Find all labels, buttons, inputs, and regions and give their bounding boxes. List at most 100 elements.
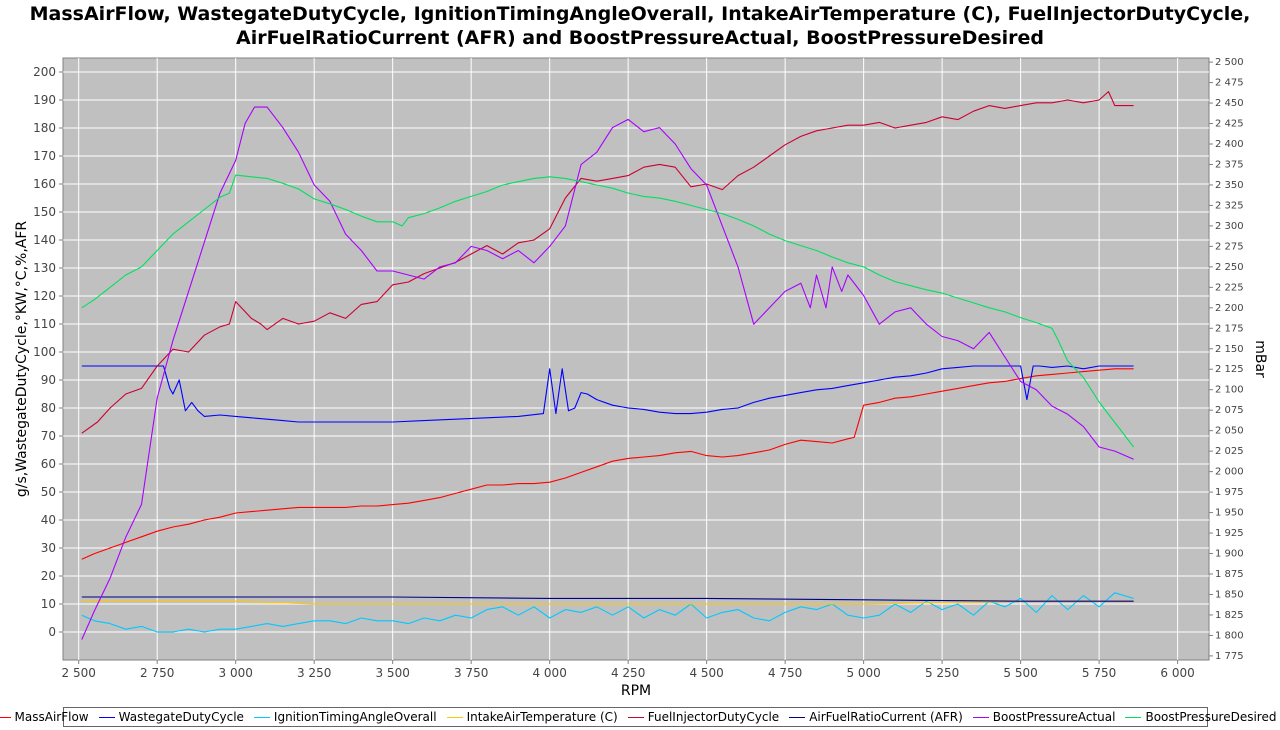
series-line-boostpressuredesired xyxy=(81,174,1135,448)
legend-swatch xyxy=(0,716,11,718)
y-right-tick-label: 1 775 xyxy=(1215,651,1244,662)
y-right-tick-label: 2 275 xyxy=(1215,241,1244,252)
legend-item: BoostPressureActual xyxy=(972,710,1116,724)
plot-area xyxy=(62,57,1210,661)
y-tick-label: 180 xyxy=(33,121,56,135)
legend-swatch xyxy=(1125,716,1142,718)
y-tick-label: 100 xyxy=(33,345,56,359)
y-right-tick-label: 2 125 xyxy=(1215,364,1244,375)
y-right-tick-label: 2 000 xyxy=(1215,467,1244,478)
y-right-tick-label: 1 825 xyxy=(1215,610,1244,621)
y-axis-label-left: g/s,WastegateDutyCycle,°KW,°C,%,AFR xyxy=(14,221,30,498)
y-tick-label: 120 xyxy=(33,289,56,303)
x-tick-label: 5 250 xyxy=(925,666,959,680)
legend-item: IntakeAirTemperature (C) xyxy=(446,710,618,724)
y-right-tick-label: 2 100 xyxy=(1215,385,1244,396)
legend: MassAirFlow WastegateDutyCycle IgnitionTim… xyxy=(0,707,1276,727)
y-tick-label: 80 xyxy=(41,401,56,415)
y-right-tick-label: 2 200 xyxy=(1215,303,1244,314)
y-tick-label: 160 xyxy=(33,177,56,191)
y-tick-label: 190 xyxy=(33,93,56,107)
legend-label: IntakeAirTemperature (C) xyxy=(466,710,618,724)
legend-label: AirFuelRatioCurrent (AFR) xyxy=(809,710,963,724)
chart-title-line-1: MassAirFlow, WastegateDutyCycle, Ignitio… xyxy=(29,3,1251,25)
y-right-tick-label: 2 400 xyxy=(1215,139,1244,150)
y-tick-label: 150 xyxy=(33,205,56,219)
y-tick-label: 20 xyxy=(41,569,56,583)
legend-swatch xyxy=(253,716,270,718)
grid-lines xyxy=(63,58,1209,660)
legend-item: FuelInjectorDutyCycle xyxy=(627,710,780,724)
y-tick-label: 130 xyxy=(33,261,56,275)
x-tick-label: 4 000 xyxy=(532,666,566,680)
series-line-fuelinjectordutycycle xyxy=(81,91,1134,434)
legend-swatch xyxy=(446,716,463,718)
series-line-ignitiontimingangleoverall xyxy=(81,592,1134,633)
y-tick-label: 30 xyxy=(41,541,56,555)
x-tick-label: 2 500 xyxy=(62,666,96,680)
y-right-tick-label: 2 050 xyxy=(1215,426,1244,437)
y-tick-label: 60 xyxy=(41,457,56,471)
series-layer xyxy=(81,91,1135,640)
x-tick-label: 3 750 xyxy=(454,666,488,680)
y-right-tick-label: 1 950 xyxy=(1215,508,1244,519)
x-tick-label: 3 000 xyxy=(219,666,253,680)
legend-item: IgnitionTimingAngleOverall xyxy=(253,710,437,724)
y-right-tick-label: 1 975 xyxy=(1215,487,1244,498)
y-right-tick-label: 2 425 xyxy=(1215,119,1244,130)
x-tick-label: 3 250 xyxy=(297,666,331,680)
y-right-tick-label: 2 450 xyxy=(1215,98,1244,109)
y-tick-label: 170 xyxy=(33,149,56,163)
series-line-massairflow xyxy=(81,368,1134,560)
y-right-tick-label: 2 325 xyxy=(1215,200,1244,211)
legend-label: FuelInjectorDutyCycle xyxy=(647,710,780,724)
y-tick-label: 200 xyxy=(33,65,56,79)
x-tick-label: 4 500 xyxy=(689,666,723,680)
y-right-tick-label: 2 025 xyxy=(1215,446,1244,457)
y-right-tick-label: 1 800 xyxy=(1215,630,1244,641)
y-right-tick-label: 2 150 xyxy=(1215,344,1244,355)
y-tick-label: 110 xyxy=(33,317,56,331)
y-tick-label: 10 xyxy=(41,597,56,611)
legend-item: AirFuelRatioCurrent (AFR) xyxy=(789,710,963,724)
y-right-tick-label: 2 175 xyxy=(1215,323,1244,334)
y-right-tick-label: 2 475 xyxy=(1215,78,1244,89)
y-axis-label-right: mBar xyxy=(1252,340,1268,378)
y-right-tick-label: 2 075 xyxy=(1215,405,1244,416)
y-right-tick-label: 2 375 xyxy=(1215,159,1244,170)
axes: 2 500 2 750 3 000 3 250 3 500 3 750 4 000 4 250… xyxy=(33,57,1244,680)
legend-label: BoostPressureDesired xyxy=(1145,710,1277,724)
x-tick-label: 5 750 xyxy=(1082,666,1116,680)
series-line-airfuelratiocurrent-afr xyxy=(81,596,1134,602)
x-tick-label: 6 000 xyxy=(1160,666,1194,680)
x-tick-label: 5 000 xyxy=(846,666,880,680)
legend-swatch xyxy=(627,716,644,718)
x-tick-label: 3 500 xyxy=(375,666,409,680)
y-right-tick-label: 2 250 xyxy=(1215,262,1244,273)
y-right-tick-label: 2 350 xyxy=(1215,180,1244,191)
y-right-tick-label: 1 925 xyxy=(1215,528,1244,539)
legend-item: MassAirFlow xyxy=(0,710,89,724)
y-right-tick-label: 2 300 xyxy=(1215,221,1244,232)
y-right-tick-label: 2 500 xyxy=(1215,57,1244,68)
y-tick-label: 70 xyxy=(41,429,56,443)
series-line-boostpressureactual xyxy=(81,106,1134,640)
y-right-tick-label: 1 850 xyxy=(1215,589,1244,600)
legend-swatch xyxy=(972,716,989,718)
y-tick-label: 90 xyxy=(41,373,56,387)
legend-swatch xyxy=(98,716,115,718)
y-tick-label: 0 xyxy=(48,625,56,639)
x-tick-label: 4 750 xyxy=(768,666,802,680)
x-axis-label: RPM xyxy=(621,683,651,699)
legend-label: BoostPressureActual xyxy=(992,710,1116,724)
y-right-tick-label: 1 900 xyxy=(1215,549,1244,560)
y-right-tick-label: 1 875 xyxy=(1215,569,1244,580)
y-tick-label: 140 xyxy=(33,233,56,247)
y-right-tick-label: 2 225 xyxy=(1215,282,1244,293)
chart-title-line-2: AirFuelRatioCurrent (AFR) and BoostPress… xyxy=(235,27,1045,49)
series-line-intakeairtemperature-c xyxy=(81,600,1134,605)
legend-label: IgnitionTimingAngleOverall xyxy=(273,710,437,724)
chart-title: MassAirFlow, WastegateDutyCycle, Ignitio… xyxy=(0,2,1280,50)
y-tick-label: 40 xyxy=(41,513,56,527)
